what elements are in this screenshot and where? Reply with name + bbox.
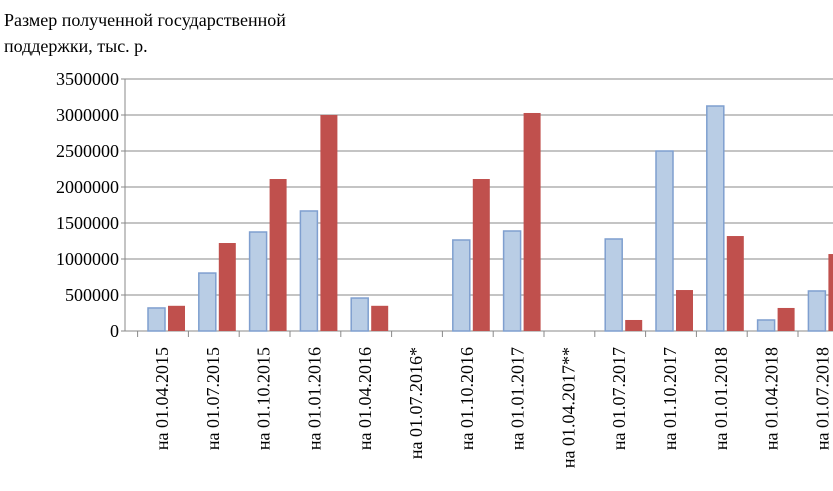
- bar: [198, 272, 217, 332]
- x-tick-label: на 01.01.2018: [711, 347, 731, 450]
- x-tick-label: на 01.01.2017: [508, 347, 528, 450]
- x-tick-label: на 01.04.2015: [152, 347, 172, 450]
- bar: [828, 254, 833, 331]
- bar: [218, 243, 236, 331]
- bar: [452, 239, 471, 332]
- y-tick-label: 2500000: [56, 141, 119, 161]
- chart-title: Размер полученной государственной: [4, 10, 286, 30]
- x-tick-label: на 01.10.2015: [254, 347, 274, 450]
- bar: [299, 210, 319, 332]
- x-tick-label: на 01.10.2017: [660, 347, 680, 450]
- bar: [756, 319, 776, 332]
- bar: [655, 150, 674, 332]
- bar: [676, 290, 693, 331]
- x-tick-label: на 01.04.2018: [762, 347, 782, 450]
- x-tick-label: на 01.07.2017: [609, 347, 629, 450]
- bar: [502, 230, 522, 332]
- bar: [350, 297, 369, 332]
- bar: [523, 112, 541, 331]
- bar: [807, 290, 827, 332]
- chart-title: поддержки, тыс. р.: [4, 36, 148, 56]
- bar: [726, 236, 744, 331]
- x-tick-label: на 01.07.2018: [812, 347, 832, 450]
- bar: [777, 307, 795, 331]
- bar: [625, 319, 643, 331]
- bar: [472, 179, 490, 331]
- y-tick-label: 1500000: [56, 213, 119, 233]
- bar: [269, 179, 287, 331]
- y-tick-label: 3500000: [56, 69, 119, 89]
- x-tick-label: на 01.01.2016: [304, 347, 324, 450]
- bar: [604, 238, 623, 332]
- bar: [147, 307, 166, 332]
- x-tick-label: на 01.10.2016: [457, 347, 477, 450]
- y-tick-label: 0: [110, 321, 119, 341]
- y-tick-label: 3000000: [56, 105, 119, 125]
- y-tick-label: 500000: [65, 285, 119, 305]
- bar: [706, 105, 725, 332]
- y-tick-label: 2000000: [56, 177, 119, 197]
- bar: [371, 305, 389, 331]
- x-tick-label: на 01.07.2015: [203, 347, 223, 450]
- x-tick-label: на 01.04.2016: [355, 347, 375, 450]
- bar: [248, 231, 268, 332]
- y-tick-label: 1000000: [56, 249, 119, 269]
- x-tick-label: на 01.07.2016*: [406, 347, 426, 459]
- x-tick-label: на 01.04.2017**: [558, 347, 578, 468]
- bar: [320, 115, 338, 331]
- bar: [168, 305, 185, 331]
